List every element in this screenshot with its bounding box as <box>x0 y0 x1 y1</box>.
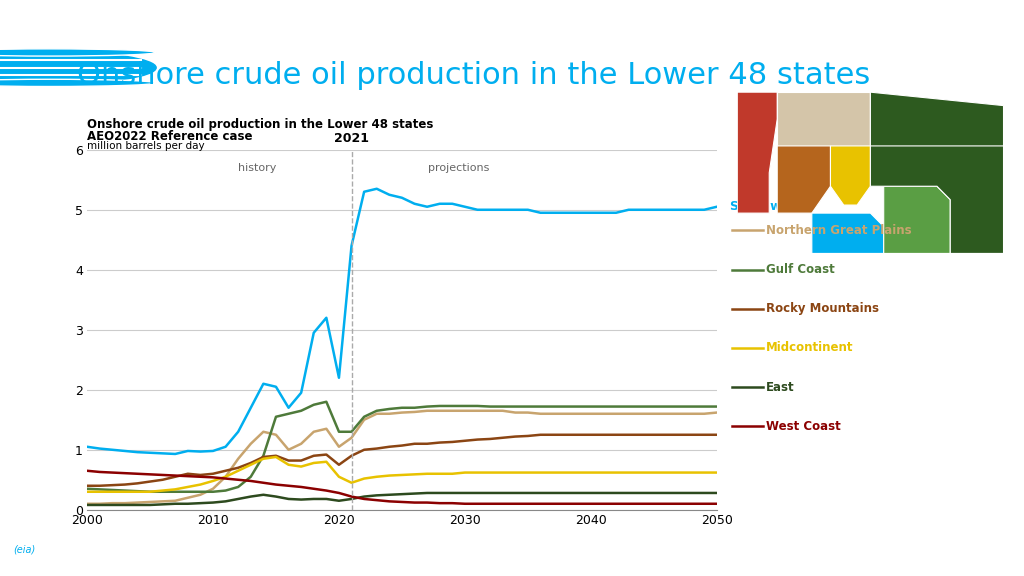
Text: 2021: 2021 <box>334 132 369 145</box>
Polygon shape <box>812 213 884 253</box>
Ellipse shape <box>0 79 157 86</box>
Polygon shape <box>870 92 1004 253</box>
Polygon shape <box>830 146 870 205</box>
Text: projections: projections <box>428 163 489 173</box>
Polygon shape <box>737 92 777 213</box>
Text: Onshore crude oil production in the Lower 48 states: Onshore crude oil production in the Lowe… <box>77 61 870 90</box>
Text: Source: U.S. Energy Information Administration,: Source: U.S. Energy Information Administ… <box>87 545 358 555</box>
Text: Southwest: Southwest <box>729 200 804 213</box>
Text: Onshore crude oil production in the Lower 48 states: Onshore crude oil production in the Lowe… <box>87 118 433 131</box>
Text: 7: 7 <box>1007 544 1016 556</box>
Ellipse shape <box>0 49 157 56</box>
Ellipse shape <box>0 51 157 84</box>
Text: West Coast: West Coast <box>766 420 841 433</box>
Text: www.eia.gov/aeo: www.eia.gov/aeo <box>891 545 986 555</box>
Text: (eia): (eia) <box>13 544 36 554</box>
Polygon shape <box>884 186 950 253</box>
Text: East: East <box>766 381 795 393</box>
Polygon shape <box>870 92 1004 146</box>
Polygon shape <box>777 146 830 213</box>
Text: history: history <box>238 163 276 173</box>
Polygon shape <box>777 92 870 146</box>
Text: Midcontinent: Midcontinent <box>766 342 853 354</box>
FancyBboxPatch shape <box>0 530 84 570</box>
Text: (AEO2022): (AEO2022) <box>404 545 469 555</box>
Text: AEO2022 Reference case: AEO2022 Reference case <box>87 130 253 143</box>
Text: Northern Great Plains: Northern Great Plains <box>766 224 911 237</box>
Text: Gulf Coast: Gulf Coast <box>766 263 835 276</box>
Text: million barrels per day: million barrels per day <box>87 141 205 151</box>
Text: Rocky Mountains: Rocky Mountains <box>766 302 879 315</box>
Text: Annual Energy Outlook 2022: Annual Energy Outlook 2022 <box>290 545 450 555</box>
